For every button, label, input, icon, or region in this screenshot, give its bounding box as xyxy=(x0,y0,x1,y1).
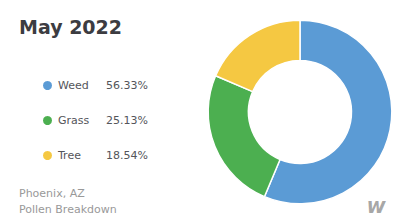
svg-text:Weed: Weed xyxy=(58,79,89,92)
svg-text:18.54%: 18.54% xyxy=(106,149,148,162)
svg-text:Tree: Tree xyxy=(57,149,81,162)
svg-text:w: w xyxy=(367,194,387,218)
svg-text:56.33%: 56.33% xyxy=(106,79,148,92)
svg-text:Pollen Breakdown: Pollen Breakdown xyxy=(19,203,117,216)
svg-text:Grass: Grass xyxy=(58,114,90,127)
svg-text:May 2022: May 2022 xyxy=(19,16,122,38)
svg-text:Phoenix, AZ: Phoenix, AZ xyxy=(19,187,85,200)
svg-text:25.13%: 25.13% xyxy=(106,114,148,127)
